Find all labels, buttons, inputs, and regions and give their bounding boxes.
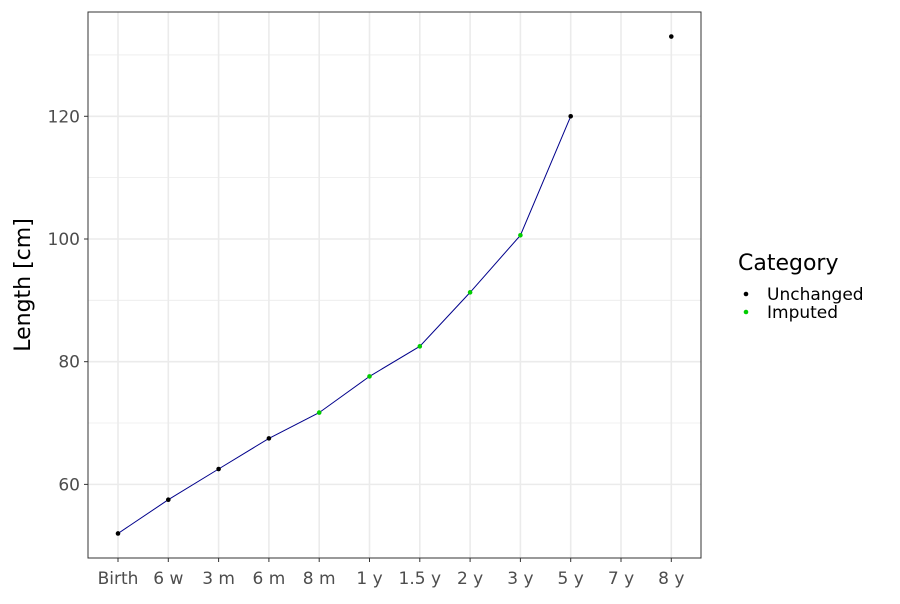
y-tick-label: 80 [58, 353, 80, 373]
axes: 60 80 100 120 Birth 6 w 3 m 6 m 8 m 1 y 1.5 y 2 y 3 … [48, 107, 685, 589]
legend-key [743, 291, 749, 297]
data-point [518, 233, 523, 238]
x-tick-label: 7 y [608, 569, 634, 589]
x-tick-label: 2 y [457, 569, 483, 589]
data-point [266, 436, 272, 441]
panel-border [87, 11, 702, 559]
x-tick-label: 3 y [507, 569, 533, 589]
data-point [316, 410, 322, 415]
x-tick-label: 1.5 y [399, 569, 442, 589]
legend-label: Unchanged [767, 285, 864, 305]
x-tick-label: 3 m [202, 569, 235, 589]
x-tick-label: 6 w [153, 569, 183, 589]
y-axis-title: Length [cm] [11, 218, 36, 352]
y-tick-label: 120 [48, 107, 80, 127]
x-tick-label: 8 y [658, 569, 684, 589]
legend-key [743, 309, 749, 315]
series-line-layer [117, 116, 572, 534]
data-point [166, 497, 171, 503]
data-point [568, 113, 573, 119]
legend-title: Category [738, 251, 839, 276]
points-layer [115, 34, 674, 536]
y-tick-label: 100 [48, 230, 80, 250]
data-point [115, 531, 121, 536]
series-line [117, 116, 572, 534]
x-tick-label: 8 m [303, 569, 336, 589]
data-point [417, 344, 423, 349]
data-point [216, 466, 221, 472]
legend-label: Imputed [767, 303, 838, 323]
x-tick-label: 1 y [356, 569, 382, 589]
data-point [467, 290, 473, 295]
y-tick-label: 60 [58, 475, 80, 495]
data-point [669, 34, 674, 39]
data-point [367, 374, 372, 379]
x-tick-label: Birth [98, 569, 139, 589]
panel-background [88, 12, 701, 558]
x-tick-label: 5 y [558, 569, 584, 589]
x-tick-label: 6 m [253, 569, 286, 589]
